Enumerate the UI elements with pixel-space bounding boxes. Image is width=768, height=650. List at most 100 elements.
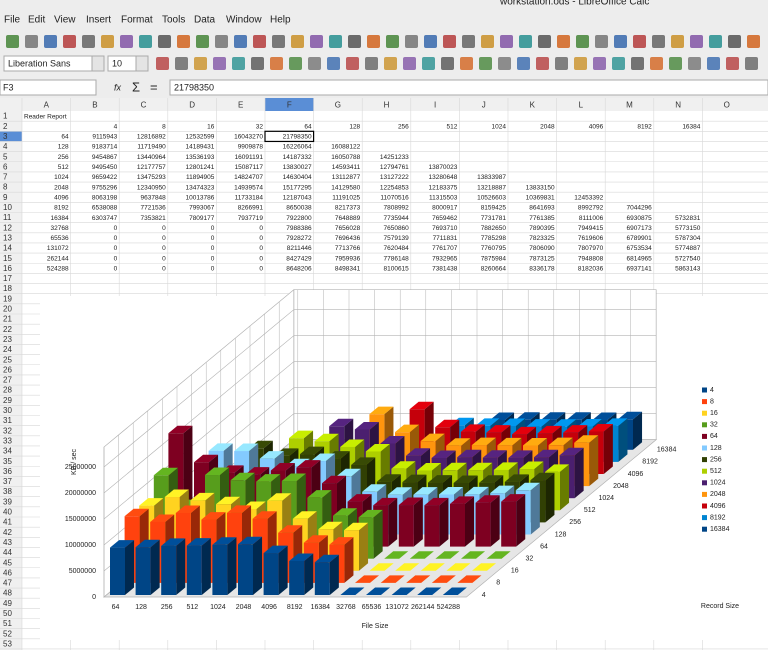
menu-item[interactable]: Tools	[162, 15, 185, 26]
cell[interactable]: 7693710	[432, 225, 458, 232]
row-header[interactable]: 11	[3, 213, 12, 222]
cell[interactable]: Reader Report	[24, 113, 67, 120]
cell[interactable]: 7993067	[189, 205, 215, 212]
cell[interactable]: 5863143	[675, 266, 701, 273]
cell[interactable]: 524288	[47, 266, 69, 273]
column-header[interactable]: I	[434, 101, 436, 110]
toolbar-button[interactable]	[289, 57, 302, 70]
row-header[interactable]: 34	[3, 447, 12, 456]
cell[interactable]: 512	[58, 164, 69, 171]
row-header[interactable]: 52	[3, 629, 12, 638]
cell[interactable]: 7711831	[433, 235, 458, 242]
toolbar-button[interactable]	[709, 35, 722, 48]
cell[interactable]: 9454867	[92, 154, 118, 161]
cell[interactable]: 9755296	[92, 184, 118, 191]
cell[interactable]: 11191025	[332, 194, 360, 201]
menu-item[interactable]: View	[54, 15, 76, 26]
column-header[interactable]: F	[287, 101, 292, 110]
column-header[interactable]: E	[238, 101, 243, 110]
cell[interactable]: 7922800	[286, 215, 312, 222]
cell[interactable]: 0	[259, 266, 263, 273]
cell[interactable]: 7785298	[481, 235, 507, 242]
toolbar-button[interactable]	[196, 35, 209, 48]
toolbar-button[interactable]	[669, 57, 682, 70]
cell[interactable]: 6907173	[626, 225, 652, 232]
toolbar-button[interactable]	[232, 57, 245, 70]
row-header[interactable]: 27	[3, 376, 12, 385]
cell[interactable]: 128	[58, 144, 69, 151]
cell[interactable]: 5787304	[675, 235, 701, 242]
cell[interactable]: 0	[114, 245, 118, 252]
row-header[interactable]: 26	[3, 365, 12, 374]
row-header[interactable]: 23	[3, 335, 12, 344]
toolbar-button[interactable]	[327, 57, 340, 70]
row-header[interactable]: 49	[3, 599, 12, 608]
toolbar-button[interactable]	[156, 57, 169, 70]
toolbar-button[interactable]	[707, 57, 720, 70]
row-header[interactable]: 24	[3, 345, 12, 354]
cell[interactable]: 7890395	[529, 225, 555, 232]
toolbar-button[interactable]	[194, 57, 207, 70]
toolbar-button[interactable]	[367, 35, 380, 48]
cell[interactable]: 2048	[54, 184, 69, 191]
toolbar-button[interactable]	[403, 57, 416, 70]
row-header[interactable]: 15	[3, 254, 12, 263]
cell[interactable]: 15177295	[283, 184, 312, 191]
row-header[interactable]: 8	[3, 183, 8, 192]
cell[interactable]: 6814965	[626, 255, 652, 262]
cell[interactable]: 0	[211, 245, 215, 252]
toolbar-button[interactable]	[595, 35, 608, 48]
cell[interactable]: 7806090	[529, 245, 555, 252]
row-header[interactable]: 31	[3, 416, 12, 425]
cell[interactable]: 5774887	[675, 245, 701, 252]
row-header[interactable]: 37	[3, 477, 12, 486]
row-header[interactable]: 40	[3, 508, 12, 517]
cell[interactable]: 9183714	[92, 144, 118, 151]
cell[interactable]: 262144	[47, 255, 69, 262]
row-header[interactable]: 4	[3, 142, 8, 151]
toolbar-button[interactable]	[747, 35, 760, 48]
row-header[interactable]: 35	[3, 457, 12, 466]
cell[interactable]: 7761707	[432, 245, 458, 252]
menu-item[interactable]: Window	[226, 15, 262, 26]
toolbar-button[interactable]	[234, 35, 247, 48]
menu-item[interactable]: Format	[121, 15, 153, 26]
row-header[interactable]: 36	[3, 467, 12, 476]
toolbar-button[interactable]	[251, 57, 264, 70]
row-header[interactable]: 42	[3, 528, 12, 537]
toolbar-button[interactable]	[633, 35, 646, 48]
cell[interactable]: 0	[211, 266, 215, 273]
toolbar-button[interactable]	[422, 57, 435, 70]
cell[interactable]: 21798350	[283, 134, 312, 141]
cell[interactable]: 131072	[47, 245, 69, 252]
cell[interactable]: 13870023	[428, 164, 457, 171]
column-header[interactable]: M	[626, 101, 633, 110]
cell[interactable]: 14189431	[185, 144, 214, 151]
toolbar-button[interactable]	[44, 35, 57, 48]
cell[interactable]: 7713766	[335, 245, 361, 252]
font-size-dropdown[interactable]	[135, 55, 149, 72]
cell[interactable]: 13833150	[526, 184, 555, 191]
cell[interactable]: 12254853	[380, 184, 409, 191]
row-header[interactable]: 2	[3, 122, 8, 131]
cell[interactable]: 7932965	[432, 255, 458, 262]
cell[interactable]: 8427429	[286, 255, 312, 262]
cell[interactable]: 16384	[682, 123, 700, 130]
cell[interactable]: 11733184	[235, 194, 264, 201]
cell[interactable]: 7760795	[481, 245, 507, 252]
toolbar-button[interactable]	[574, 57, 587, 70]
toolbar-button[interactable]	[215, 35, 228, 48]
toolbar-button[interactable]	[346, 57, 359, 70]
toolbar-button[interactable]	[291, 35, 304, 48]
row-header[interactable]: 16	[3, 264, 12, 273]
toolbar-button[interactable]	[308, 57, 321, 70]
toolbar-button[interactable]	[443, 35, 456, 48]
toolbar-button[interactable]	[405, 35, 418, 48]
toolbar-button[interactable]	[652, 35, 665, 48]
cell[interactable]: 65536	[51, 235, 69, 242]
row-header[interactable]: 28	[3, 386, 12, 395]
row-header[interactable]: 19	[3, 294, 12, 303]
cell[interactable]: 0	[259, 245, 263, 252]
toolbar-button[interactable]	[158, 35, 171, 48]
cell[interactable]: 7696436	[335, 235, 361, 242]
